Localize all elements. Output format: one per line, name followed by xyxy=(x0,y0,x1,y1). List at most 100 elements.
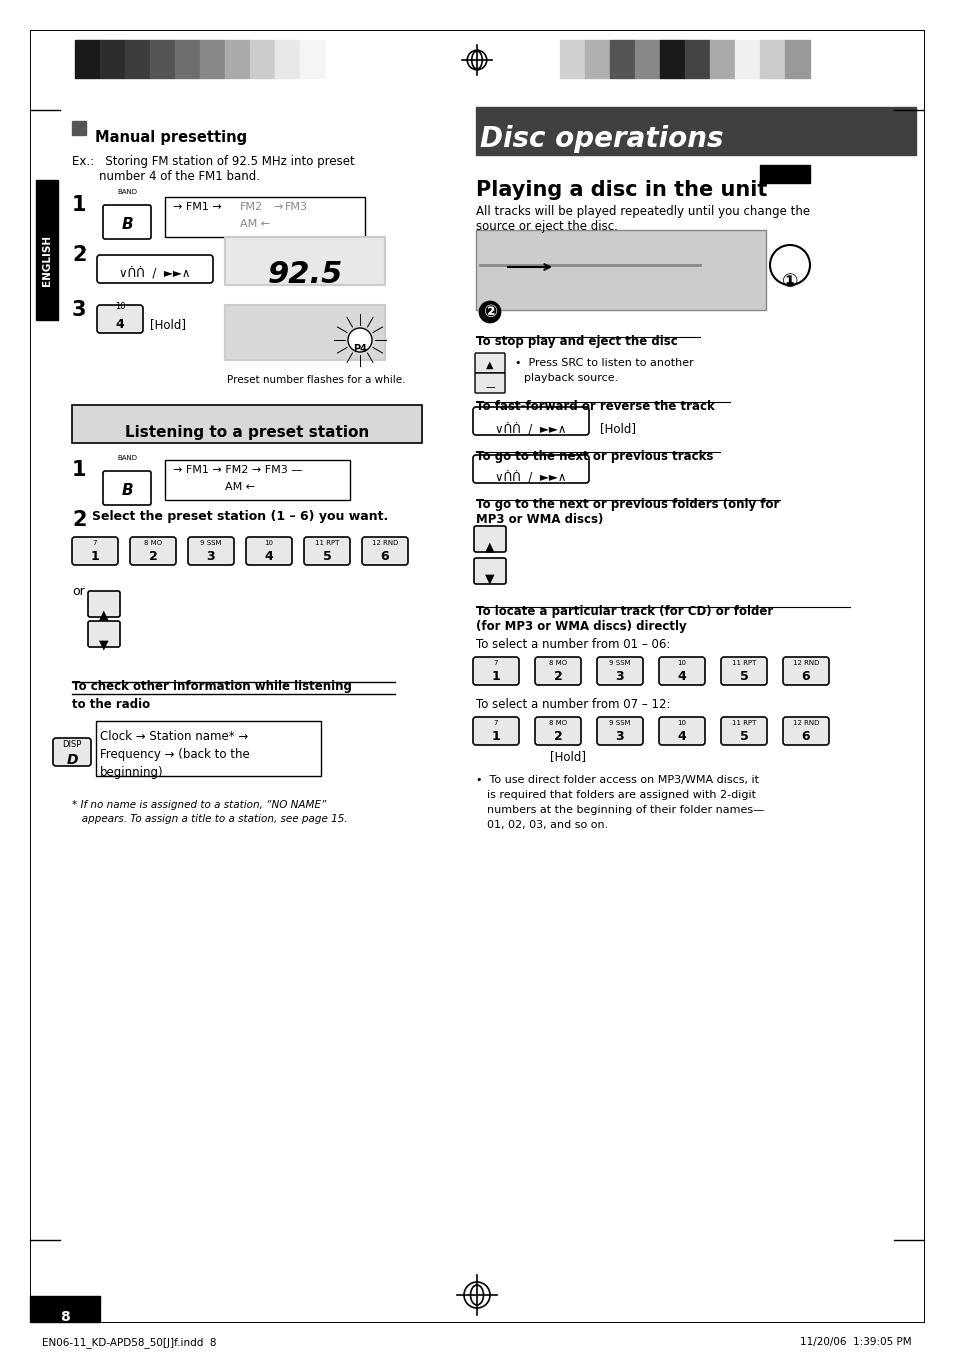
Text: * If no name is assigned to a station, “NO NAME”
   appears. To assign a title t: * If no name is assigned to a station, “… xyxy=(71,800,347,823)
Bar xyxy=(760,41,784,78)
Text: To select a number from 07 – 12:: To select a number from 07 – 12: xyxy=(476,698,670,711)
Bar xyxy=(784,41,809,78)
Text: Preset number flashes for a while.: Preset number flashes for a while. xyxy=(227,375,405,385)
Text: 2: 2 xyxy=(149,550,157,562)
FancyBboxPatch shape xyxy=(473,657,518,685)
Bar xyxy=(165,197,365,237)
Text: → FM1 →: → FM1 → xyxy=(172,201,221,212)
Text: 92.5: 92.5 xyxy=(267,260,342,289)
Text: 8: 8 xyxy=(60,1310,70,1324)
Text: ②: ② xyxy=(482,303,497,320)
FancyBboxPatch shape xyxy=(474,526,505,552)
Text: B: B xyxy=(121,218,132,233)
Bar xyxy=(299,41,325,78)
FancyBboxPatch shape xyxy=(88,591,120,617)
Text: or: or xyxy=(71,585,85,598)
FancyBboxPatch shape xyxy=(473,407,588,435)
Text: 10: 10 xyxy=(114,301,125,311)
Bar xyxy=(559,41,584,78)
Text: 10: 10 xyxy=(677,721,686,726)
Text: 4: 4 xyxy=(677,730,685,744)
FancyBboxPatch shape xyxy=(597,657,642,685)
FancyBboxPatch shape xyxy=(130,537,175,565)
Text: [Hold]: [Hold] xyxy=(150,318,186,331)
Text: Clock → Station name* →
Frequency → (back to the
beginning): Clock → Station name* → Frequency → (bac… xyxy=(100,730,250,779)
Text: —: — xyxy=(485,383,495,392)
Text: ①: ① xyxy=(781,272,798,291)
Bar xyxy=(71,120,86,135)
Text: All tracks will be played repeatedly until you change the: All tracks will be played repeatedly unt… xyxy=(476,206,809,218)
Text: 3: 3 xyxy=(615,730,623,744)
Text: source or eject the disc.: source or eject the disc. xyxy=(476,220,618,233)
Text: 4: 4 xyxy=(677,671,685,683)
Bar xyxy=(659,41,684,78)
Bar xyxy=(165,460,350,500)
Text: is required that folders are assigned with 2-digit: is required that folders are assigned wi… xyxy=(486,790,755,800)
Text: 8 MO: 8 MO xyxy=(548,721,566,726)
Text: To check other information while listening
to the radio: To check other information while listeni… xyxy=(71,680,352,711)
Text: 6: 6 xyxy=(801,671,809,683)
Text: BAND: BAND xyxy=(117,456,137,461)
Text: 7: 7 xyxy=(494,721,497,726)
FancyBboxPatch shape xyxy=(597,717,642,745)
Text: 3: 3 xyxy=(71,300,87,320)
Bar xyxy=(684,41,709,78)
Text: 4: 4 xyxy=(115,318,124,331)
Bar xyxy=(709,41,734,78)
FancyBboxPatch shape xyxy=(535,657,580,685)
FancyBboxPatch shape xyxy=(71,537,118,565)
Text: ∨ᑏᑏ  /  ►►∧: ∨ᑏᑏ / ►►∧ xyxy=(119,266,191,279)
Text: FM3: FM3 xyxy=(285,201,308,212)
Text: 12 RND: 12 RND xyxy=(792,721,819,726)
Text: B: B xyxy=(121,483,132,498)
FancyBboxPatch shape xyxy=(97,256,213,283)
FancyBboxPatch shape xyxy=(474,558,505,584)
FancyBboxPatch shape xyxy=(304,537,350,565)
Text: 5: 5 xyxy=(322,550,331,562)
Text: •  To use direct folder access on MP3/WMA discs, it: • To use direct folder access on MP3/WMA… xyxy=(476,775,759,786)
Text: DISP: DISP xyxy=(62,740,82,749)
Text: 5: 5 xyxy=(739,730,747,744)
FancyBboxPatch shape xyxy=(535,717,580,745)
Text: → FM1 → FM2 → FM3 —: → FM1 → FM2 → FM3 — xyxy=(172,465,302,475)
Text: 2: 2 xyxy=(553,671,561,683)
FancyBboxPatch shape xyxy=(188,537,233,565)
Text: 1: 1 xyxy=(71,195,87,215)
Text: ∨ᑏᑏ  /  ►►∧: ∨ᑏᑏ / ►►∧ xyxy=(495,422,566,435)
FancyBboxPatch shape xyxy=(720,717,766,745)
Text: 2: 2 xyxy=(553,730,561,744)
Text: EN06-11_KD-APD58_50[J]f.indd  8: EN06-11_KD-APD58_50[J]f.indd 8 xyxy=(42,1337,216,1348)
Text: 11/20/06  1:39:05 PM: 11/20/06 1:39:05 PM xyxy=(800,1337,911,1347)
Bar xyxy=(36,180,58,320)
FancyBboxPatch shape xyxy=(659,657,704,685)
Text: ▲: ▲ xyxy=(486,360,494,370)
Text: →: → xyxy=(273,201,282,212)
Text: 7: 7 xyxy=(494,660,497,667)
Bar xyxy=(609,41,635,78)
Text: 9 SSM: 9 SSM xyxy=(609,721,630,726)
FancyBboxPatch shape xyxy=(246,537,292,565)
Text: AM ←: AM ← xyxy=(240,219,270,228)
Text: ▼: ▼ xyxy=(99,638,109,652)
Bar xyxy=(225,237,385,285)
Text: Disc operations: Disc operations xyxy=(479,124,722,153)
Text: (for MP3 or WMA discs) directly: (for MP3 or WMA discs) directly xyxy=(476,621,686,633)
Bar xyxy=(71,406,421,443)
FancyBboxPatch shape xyxy=(782,717,828,745)
Text: 1: 1 xyxy=(491,730,500,744)
FancyBboxPatch shape xyxy=(53,738,91,767)
Text: 8 MO: 8 MO xyxy=(548,660,566,667)
Text: 9 SSM: 9 SSM xyxy=(200,539,221,546)
Text: FM2: FM2 xyxy=(240,201,263,212)
Bar xyxy=(760,165,809,183)
Bar xyxy=(476,230,765,310)
Text: To go to the next or previous tracks: To go to the next or previous tracks xyxy=(476,450,713,462)
Text: 11 RPT: 11 RPT xyxy=(731,721,756,726)
Text: 5: 5 xyxy=(739,671,747,683)
Text: ∨ᑏᑏ  /  ►►∧: ∨ᑏᑏ / ►►∧ xyxy=(495,470,566,483)
FancyBboxPatch shape xyxy=(475,353,504,373)
Text: P4: P4 xyxy=(353,343,367,354)
Text: 1: 1 xyxy=(91,550,99,562)
Text: ENGLISH: ENGLISH xyxy=(42,234,52,285)
Bar xyxy=(174,41,200,78)
